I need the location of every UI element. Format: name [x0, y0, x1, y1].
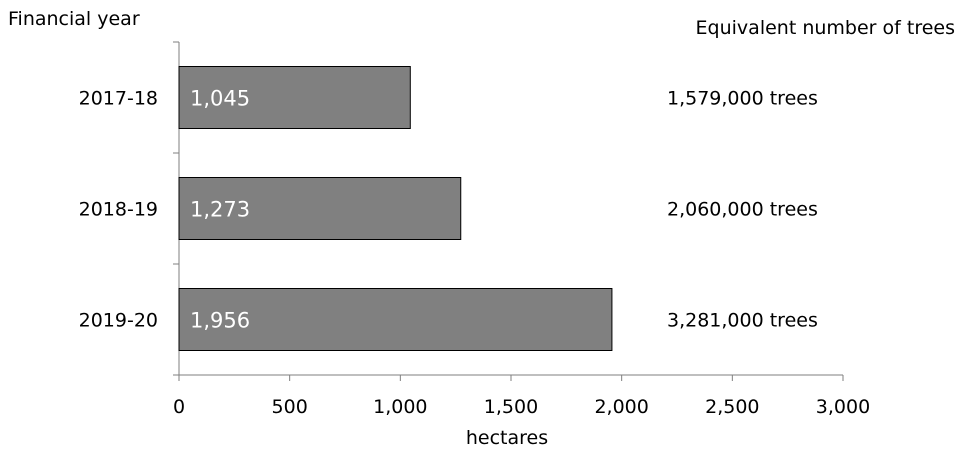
bar: [178, 177, 462, 240]
bar: [178, 66, 411, 129]
x-tick-label: 0: [173, 396, 185, 418]
axes: 0 500 1,000 1,500 2,000 2,500 3,000: [173, 41, 870, 418]
category-label: 2019-20: [79, 310, 158, 332]
bars: [178, 66, 613, 351]
x-tick-label: 1,500: [484, 396, 538, 418]
x-axis-title: hectares: [466, 427, 548, 449]
x-tick-label: 2,000: [594, 396, 648, 418]
bar-value-label: 1,045: [190, 87, 250, 111]
trees-label: 3,281,000 trees: [667, 310, 818, 332]
x-tick-label: 1,000: [373, 396, 427, 418]
trees-label: 2,060,000 trees: [667, 199, 818, 221]
trees-label: 1,579,000 trees: [667, 88, 818, 110]
bar-value-label: 1,956: [190, 309, 250, 333]
bar: [178, 288, 613, 351]
category-label: 2018-19: [79, 199, 158, 221]
bar-value-label: 1,273: [190, 198, 250, 222]
x-tick-label: 2,500: [705, 396, 759, 418]
trees-header: Equivalent number of trees: [696, 17, 955, 39]
x-tick-label: 3,000: [816, 396, 870, 418]
category-label: 2017-18: [79, 88, 158, 110]
y-axis-title: Financial year: [8, 8, 140, 30]
labels: 2017-18 1,045 1,579,000 trees 2018-19 1,273 2…: [79, 87, 818, 333]
x-tick-label: 500: [272, 396, 308, 418]
